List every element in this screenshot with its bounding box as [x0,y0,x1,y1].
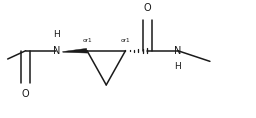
Text: O: O [143,3,151,13]
Text: O: O [22,89,29,99]
Text: H: H [175,62,181,71]
Text: or1: or1 [82,38,92,43]
Text: H: H [53,30,60,39]
Text: or1: or1 [121,38,130,43]
Text: N: N [53,46,60,56]
Polygon shape [63,48,88,53]
Text: N: N [174,46,182,56]
